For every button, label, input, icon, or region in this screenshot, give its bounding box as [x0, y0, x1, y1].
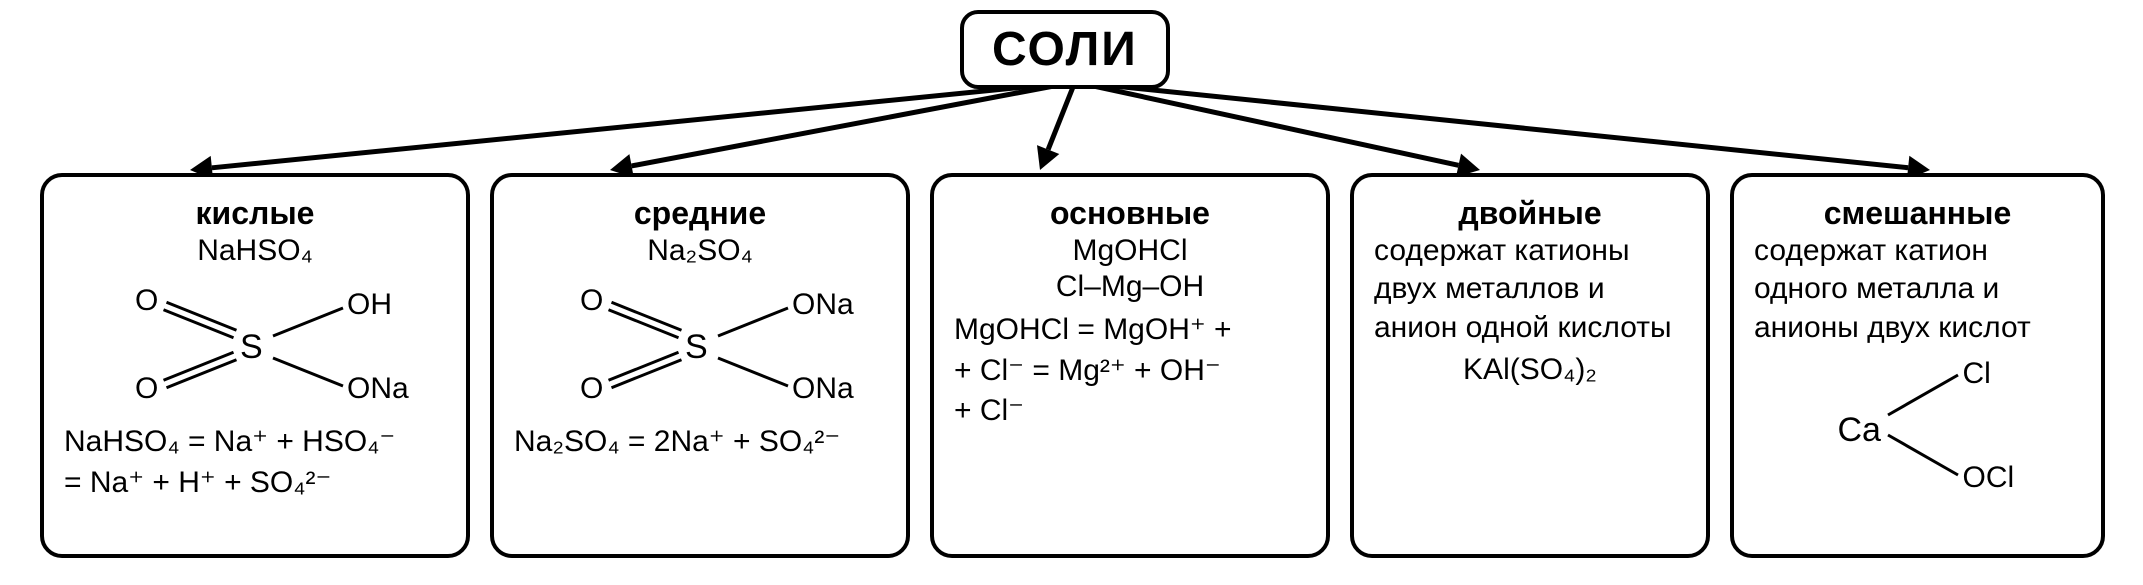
atom-label: OH	[347, 288, 392, 322]
card-title: основные	[954, 195, 1306, 232]
atom-S: S	[240, 328, 263, 367]
card-subtitle-2: Cl–Mg–OH	[954, 270, 1306, 304]
structural-formula: SOOONaONa	[550, 276, 850, 416]
atom-label: O	[135, 284, 158, 318]
card-double: двойныесодержат катионы двух металлов и …	[1350, 173, 1710, 558]
diagram-canvas: СОЛИ кислыеNaHSO₄ S O O OH ONa NaHSO₄ = Na⁺ + …	[0, 0, 2143, 585]
card-equations: MgOHCl = MgOH⁺ ++ Cl⁻ = Mg²⁺ + OH⁻+ Cl⁻	[954, 310, 1306, 432]
card-formula: KAl(SO₄)₂	[1374, 353, 1686, 387]
card-equations: Na₂SO₄ = 2Na⁺ + SO₄²⁻	[514, 422, 886, 463]
atom-center: Ca	[1838, 411, 1881, 450]
card-description: содержат катион одного металла и анионы …	[1754, 232, 2081, 347]
atom-label: O	[580, 284, 603, 318]
equation-line: + Cl⁻ = Mg²⁺ + OH⁻	[954, 351, 1306, 392]
card-title: кислые	[64, 195, 446, 232]
card-acidic: кислыеNaHSO₄ S O O OH ONa NaHSO₄ = Na⁺ + HSO₄⁻…	[40, 173, 470, 558]
atom-label: OCl	[1963, 461, 2015, 495]
card-subtitle: NaHSO₄	[64, 234, 446, 268]
card-basic: основныеMgOHClCl–Mg–OHMgOHCl = MgOH⁺ ++ …	[930, 173, 1330, 558]
card-title: средние	[514, 195, 886, 232]
root-label: СОЛИ	[992, 23, 1138, 76]
card-subtitle: MgOHCl	[954, 234, 1306, 268]
atom-label: O	[580, 372, 603, 406]
root-node: СОЛИ	[960, 10, 1170, 89]
card-equations: NaHSO₄ = Na⁺ + HSO₄⁻= Na⁺ + H⁺ + SO₄²⁻	[64, 422, 446, 503]
card-mixed: смешанныесодержат катион одного металла …	[1730, 173, 2105, 558]
structural-formula: Ca Cl OCl	[1808, 355, 2028, 495]
equation-line: MgOHCl = MgOH⁺ +	[954, 310, 1306, 351]
equation-line: Na₂SO₄ = 2Na⁺ + SO₄²⁻	[514, 422, 886, 463]
card-title: смешанные	[1754, 195, 2081, 232]
card-neutral: средниеNa₂SO₄ S O O ONa ONa Na₂SO₄ = 2Na⁺ + SO…	[490, 173, 910, 558]
atom-label: ONa	[792, 372, 854, 406]
card-title: двойные	[1374, 195, 1686, 232]
atom-label: Cl	[1963, 357, 1991, 391]
structural-formula: SOOOHONa	[105, 276, 405, 416]
equation-line: + Cl⁻	[954, 391, 1306, 432]
card-subtitle: Na₂SO₄	[514, 234, 886, 268]
atom-label: ONa	[792, 288, 854, 322]
atom-label: O	[135, 372, 158, 406]
atom-label: ONa	[347, 372, 409, 406]
card-description: содержат катионы двух металлов и анион о…	[1374, 232, 1686, 347]
atom-S: S	[685, 328, 708, 367]
equation-line: = Na⁺ + H⁺ + SO₄²⁻	[64, 463, 446, 504]
equation-line: NaHSO₄ = Na⁺ + HSO₄⁻	[64, 422, 446, 463]
